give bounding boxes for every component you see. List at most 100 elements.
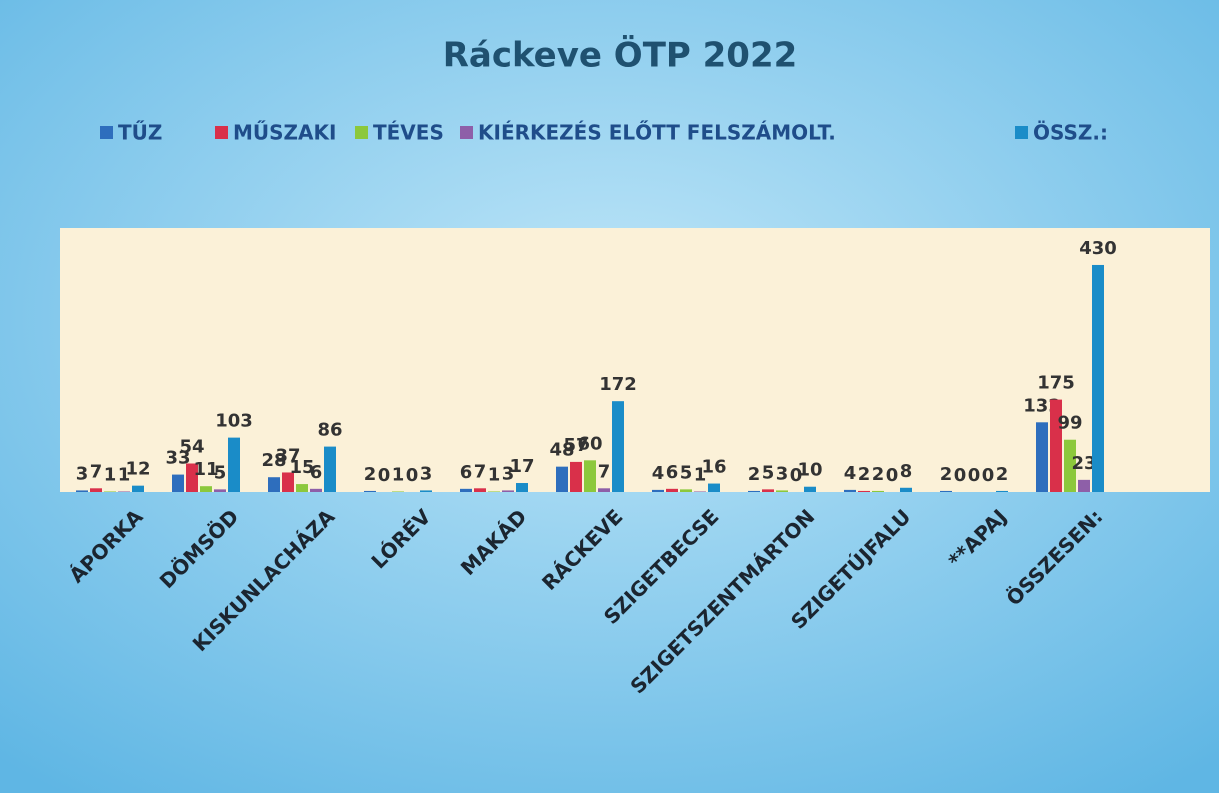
legend-label: MŰSZAKI (233, 121, 336, 145)
bar (666, 488, 678, 492)
data-label: 2 (858, 464, 871, 485)
bar (996, 490, 1008, 492)
bar (324, 446, 336, 492)
bar (776, 490, 788, 492)
bar (310, 488, 322, 492)
data-label: 5 (680, 462, 693, 483)
data-label: 8 (900, 461, 913, 482)
data-label: 430 (1079, 238, 1117, 259)
bar (680, 489, 692, 492)
data-label: 0 (886, 465, 899, 486)
data-label: 2 (872, 464, 885, 485)
data-label: 15 (289, 457, 314, 478)
data-label: 5 (762, 462, 775, 483)
plot-area (60, 228, 1210, 492)
bar (118, 491, 130, 492)
bar (132, 485, 144, 492)
legend-swatch (100, 126, 113, 139)
bar (584, 460, 596, 492)
bar (556, 466, 568, 492)
data-label: 33 (165, 448, 190, 469)
bar (872, 490, 884, 492)
bar (1064, 439, 1076, 492)
bar (708, 483, 720, 492)
bar (200, 486, 212, 492)
data-label: 1 (488, 464, 501, 485)
data-label: 5 (214, 462, 227, 483)
bar (858, 490, 870, 492)
data-label: 175 (1037, 373, 1075, 394)
bar (214, 489, 226, 492)
data-label: 1 (392, 464, 405, 485)
data-label: 2 (996, 464, 1009, 485)
bar (392, 491, 404, 492)
data-label: 86 (317, 420, 342, 441)
bar (460, 488, 472, 492)
bar (762, 489, 774, 492)
legend-swatch (460, 126, 473, 139)
bar (282, 472, 294, 492)
bar (1092, 264, 1104, 492)
bar (76, 490, 88, 492)
data-label: 7 (598, 461, 611, 482)
data-label: 172 (599, 374, 637, 395)
data-label: 0 (406, 465, 419, 486)
bar (228, 437, 240, 492)
bar (598, 488, 610, 492)
data-label: 3 (776, 463, 789, 484)
bar (900, 487, 912, 492)
legend-label: TŰZ (118, 121, 162, 145)
data-label: 2 (364, 464, 377, 485)
bar (940, 490, 952, 492)
bar (570, 461, 582, 492)
bar (516, 483, 528, 492)
data-label: 2 (748, 464, 761, 485)
data-label: 23 (1071, 453, 1096, 474)
legend-label: TÉVES (373, 121, 444, 145)
bar (90, 488, 102, 492)
chart-title: Ráckeve ÖTP 2022 (443, 35, 798, 76)
data-label: 6 (310, 462, 323, 483)
data-label: 2 (940, 464, 953, 485)
bar (1036, 422, 1048, 492)
bar (844, 489, 856, 492)
bar (296, 484, 308, 492)
bar (104, 491, 116, 492)
data-label: 7 (90, 461, 103, 482)
bar (652, 489, 664, 492)
data-label: 4 (844, 463, 857, 484)
data-label: 0 (968, 465, 981, 486)
data-label: 11 (193, 459, 218, 480)
legend-swatch (355, 126, 368, 139)
data-label: 60 (577, 433, 602, 454)
data-label: 103 (215, 411, 253, 432)
data-label: 0 (954, 465, 967, 486)
data-label: 16 (701, 457, 726, 478)
bar (804, 486, 816, 492)
data-label: 28 (261, 450, 286, 471)
data-label: 3 (76, 463, 89, 484)
bar (186, 463, 198, 492)
bar (1050, 399, 1062, 492)
legend-label: KIÉRKEZÉS ELŐTT FELSZÁMOLT. (478, 121, 836, 145)
data-label: 6 (666, 462, 679, 483)
bar (748, 490, 760, 492)
data-label: 99 (1057, 413, 1082, 434)
data-label: 48 (549, 440, 574, 461)
bar (694, 491, 706, 492)
bar (172, 474, 184, 492)
data-label: 1 (104, 464, 117, 485)
bar (474, 488, 486, 492)
bar (364, 490, 376, 492)
data-label: 7 (474, 461, 487, 482)
bar (502, 490, 514, 492)
data-label: 4 (652, 463, 665, 484)
data-label: 57 (563, 435, 588, 456)
data-label: 54 (179, 436, 204, 457)
data-label: 17 (509, 456, 534, 477)
data-label: 6 (460, 462, 473, 483)
data-label: 3 (502, 463, 515, 484)
legend-label: ÖSSZ.: (1033, 121, 1108, 145)
data-label: 1 (118, 464, 131, 485)
